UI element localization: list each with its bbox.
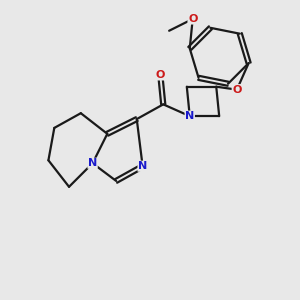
Text: N: N: [185, 111, 194, 121]
Text: N: N: [138, 161, 147, 171]
Text: O: O: [188, 14, 197, 24]
Text: N: N: [88, 158, 97, 168]
Text: O: O: [156, 70, 165, 80]
Text: O: O: [232, 85, 242, 94]
